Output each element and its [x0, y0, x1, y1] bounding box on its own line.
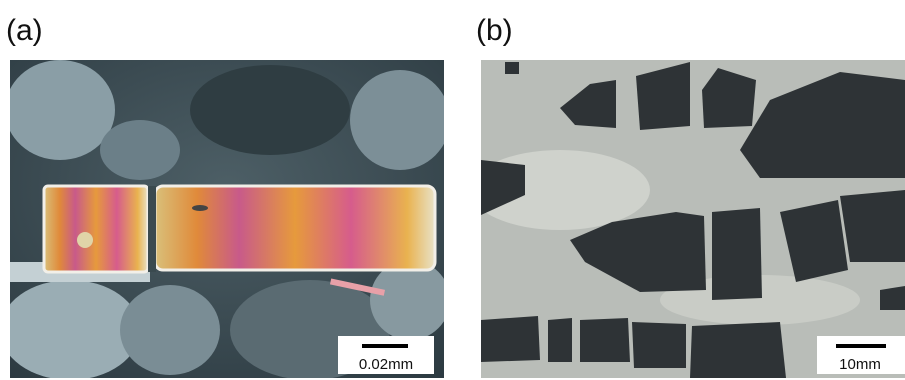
scale-bar	[362, 344, 408, 348]
photo-b	[470, 60, 905, 378]
panel-label: (a)	[6, 14, 43, 47]
panel-label: (b)	[476, 14, 513, 47]
scale-bar	[836, 344, 886, 348]
figure: (a) (b) 0.02mm	[0, 0, 905, 380]
scale-label: 0.02mm	[359, 356, 413, 373]
scale-label: 10mm	[839, 356, 881, 373]
photo-a	[0, 60, 450, 380]
